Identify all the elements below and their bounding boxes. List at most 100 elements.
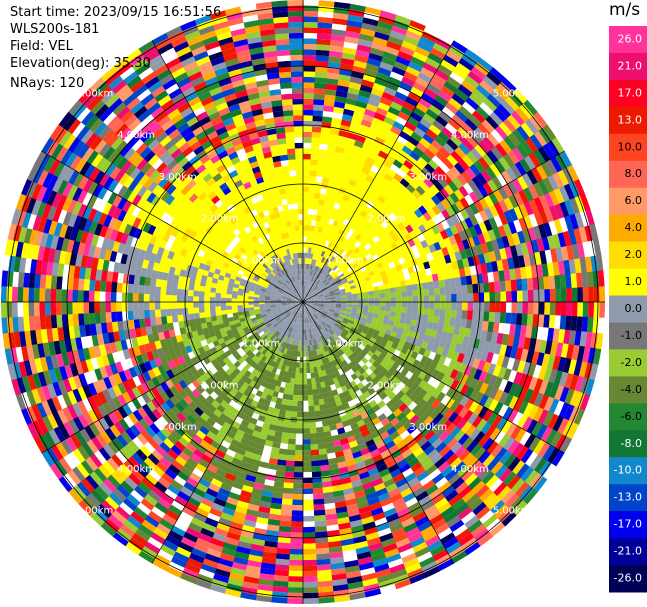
range-gate [354, 105, 367, 115]
range-gate [404, 362, 413, 372]
range-gate [497, 404, 509, 418]
range-gate [396, 327, 404, 335]
range-gate [302, 559, 317, 566]
range-gate [593, 286, 600, 303]
range-gate [292, 493, 303, 500]
range-gate [318, 305, 325, 308]
range-gate [330, 303, 336, 306]
range-gate [350, 150, 361, 159]
range-gate [515, 313, 523, 326]
range-gate [317, 160, 326, 167]
range-gate [434, 308, 441, 317]
range-gate [496, 485, 512, 501]
range-gate [379, 293, 386, 299]
range-gate [313, 88, 326, 95]
range-gate [405, 318, 412, 326]
range-gate [435, 265, 443, 274]
range-gate [370, 320, 378, 326]
range-gate [360, 331, 367, 338]
range-gate [521, 173, 534, 188]
range-gate [308, 269, 312, 276]
range-gate [331, 317, 338, 322]
range-gate [341, 297, 347, 301]
range-gate [552, 415, 564, 433]
range-gate [522, 290, 529, 303]
range-gate [309, 236, 314, 243]
range-gate [422, 392, 432, 403]
range-gate [314, 254, 319, 261]
range-gate [310, 372, 315, 379]
range-gate [279, 514, 292, 522]
range-gate [384, 329, 392, 336]
range-gate [72, 313, 80, 327]
range-gate [390, 302, 397, 308]
range-gate [361, 225, 370, 233]
range-gate [549, 341, 558, 357]
range-gate [335, 246, 342, 254]
range-gate [366, 283, 373, 289]
range-gate [284, 465, 295, 472]
range-gate [526, 419, 538, 435]
range-gate [498, 467, 513, 483]
range-gate [460, 421, 472, 434]
range-gate [337, 228, 345, 236]
range-gate [303, 236, 307, 242]
range-gate [416, 41, 434, 53]
range-gate [336, 192, 345, 200]
range-gate [537, 366, 547, 381]
range-gate [306, 236, 311, 242]
range-gate [323, 99, 336, 107]
range-gate [410, 244, 419, 254]
range-gate [444, 397, 455, 409]
range-gate [357, 38, 374, 48]
range-gate [451, 351, 460, 362]
range-gate [302, 587, 319, 594]
range-gate [309, 164, 318, 171]
range-gate [315, 220, 321, 227]
range-gate [500, 489, 516, 505]
range-gate [446, 154, 459, 167]
range-gate [506, 357, 516, 371]
range-gate [318, 296, 325, 299]
range-gate [427, 218, 437, 229]
range-gate [325, 259, 330, 266]
range-gate [488, 311, 495, 323]
range-gate [311, 137, 321, 144]
range-gate [492, 401, 504, 416]
range-gate [579, 393, 591, 411]
range-gate [385, 81, 400, 92]
range-gate [482, 409, 494, 423]
range-gate [427, 208, 437, 219]
range-gate [305, 247, 309, 253]
range-gate [505, 291, 512, 303]
range-gate [303, 225, 308, 231]
range-gate [512, 129, 526, 145]
range-gate [337, 317, 344, 322]
range-gate [440, 219, 450, 231]
range-gate [121, 292, 128, 302]
range-gate [320, 256, 326, 263]
range-gate [442, 434, 454, 446]
range-gate [522, 302, 529, 315]
range-gate [373, 290, 380, 295]
range-gate [532, 476, 548, 493]
range-gate [513, 206, 524, 220]
range-gate [306, 292, 310, 298]
range-gate [310, 276, 315, 282]
range-gate [458, 105, 473, 119]
range-gate [426, 274, 434, 283]
range-gate [365, 103, 379, 113]
range-gate [401, 296, 408, 303]
range-gate [412, 81, 428, 94]
range-gate [326, 315, 332, 320]
range-gate [352, 299, 358, 303]
range-gate [302, 450, 311, 456]
range-gate [423, 88, 439, 100]
range-gate [373, 268, 380, 275]
range-gate [320, 262, 326, 269]
range-gate [425, 57, 441, 70]
range-gate [302, 483, 313, 489]
range-gate [431, 273, 439, 282]
range-gate [499, 312, 506, 324]
range-gate [302, 510, 315, 517]
